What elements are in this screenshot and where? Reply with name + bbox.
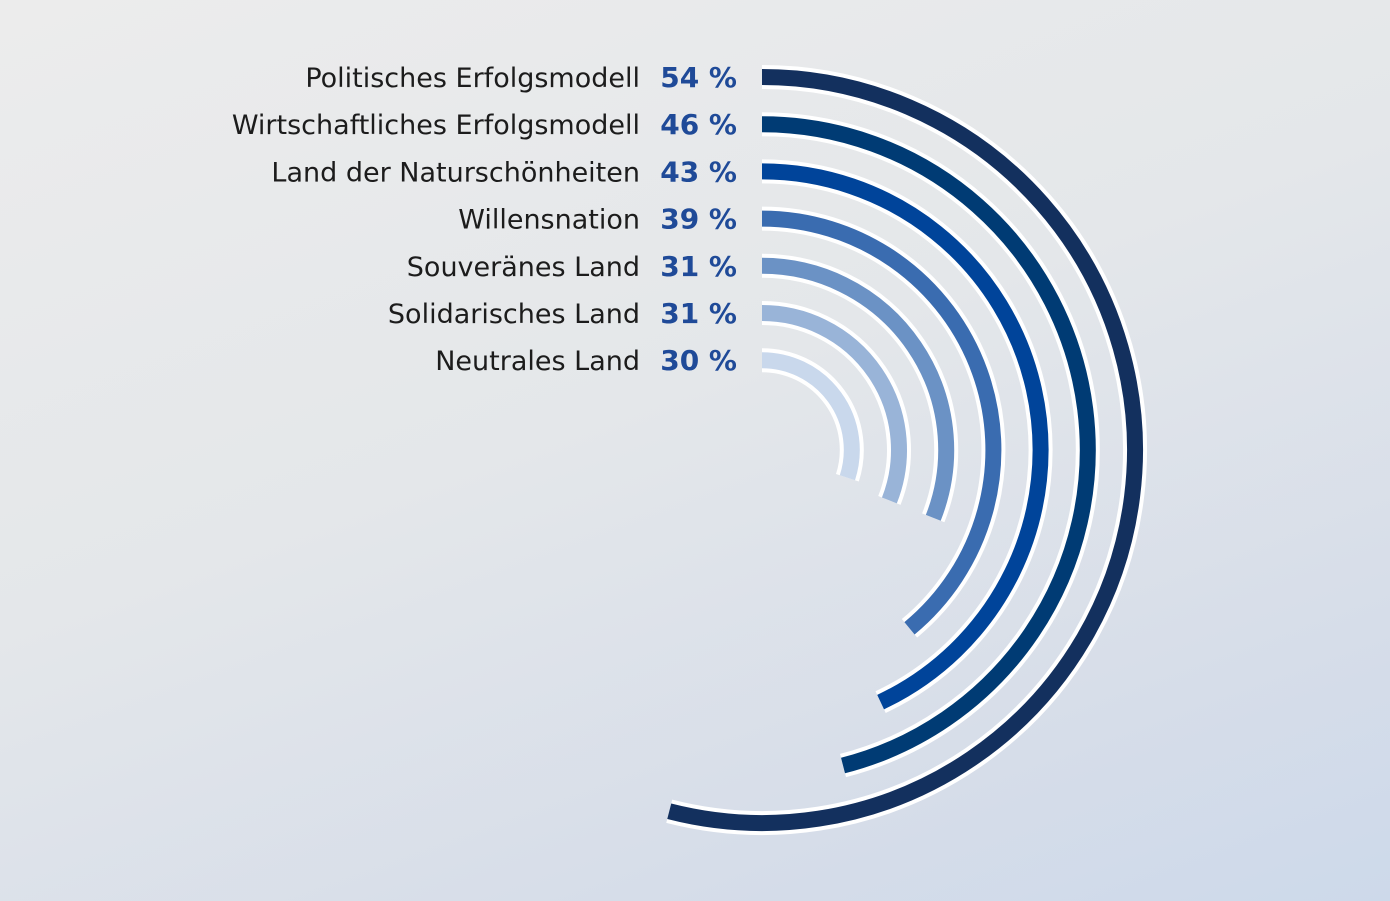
arc-bar-land-der-naturschoenheiten <box>761 163 1049 710</box>
category-label-solidarisches-land: Solidarisches Land <box>388 299 640 330</box>
value-label-neutrales-land: 30 % <box>660 344 737 377</box>
arc-bar-politisches-erfolgsmodell <box>667 69 1143 831</box>
arc-bar-neutrales-land <box>761 352 860 481</box>
value-label-land-der-naturschoenheiten: 43 % <box>660 155 737 188</box>
category-label-politisches-erfolgsmodell: Politisches Erfolgsmodell <box>305 63 640 94</box>
arc-bar-solidarisches-land <box>761 305 907 504</box>
value-label-souveraenes-land: 31 % <box>660 250 737 283</box>
category-label-wirtschaftliches-erfolgsmodell: Wirtschaftliches Erfolgsmodell <box>232 110 640 141</box>
arc-bar-souveraenes-land <box>761 257 955 521</box>
arc-bar-wirtschaftliches-erfolgsmodell <box>761 116 1096 774</box>
labels-group: Politisches Erfolgsmodell 54 % Wirtschaftl… <box>232 61 737 377</box>
value-label-solidarisches-land: 31 % <box>660 297 737 330</box>
arc-bar-willensnation <box>761 210 1002 635</box>
value-label-politisches-erfolgsmodell: 54 % <box>660 61 737 94</box>
category-label-souveraenes-land: Souveränes Land <box>407 252 640 283</box>
category-label-neutrales-land: Neutrales Land <box>435 346 640 377</box>
value-label-willensnation: 39 % <box>660 203 737 236</box>
category-label-willensnation: Willensnation <box>458 205 640 236</box>
category-label-land-der-naturschoenheiten: Land der Naturschönheiten <box>271 157 640 188</box>
arcs-group <box>666 65 1147 835</box>
value-label-wirtschaftliches-erfolgsmodell: 46 % <box>660 108 737 141</box>
